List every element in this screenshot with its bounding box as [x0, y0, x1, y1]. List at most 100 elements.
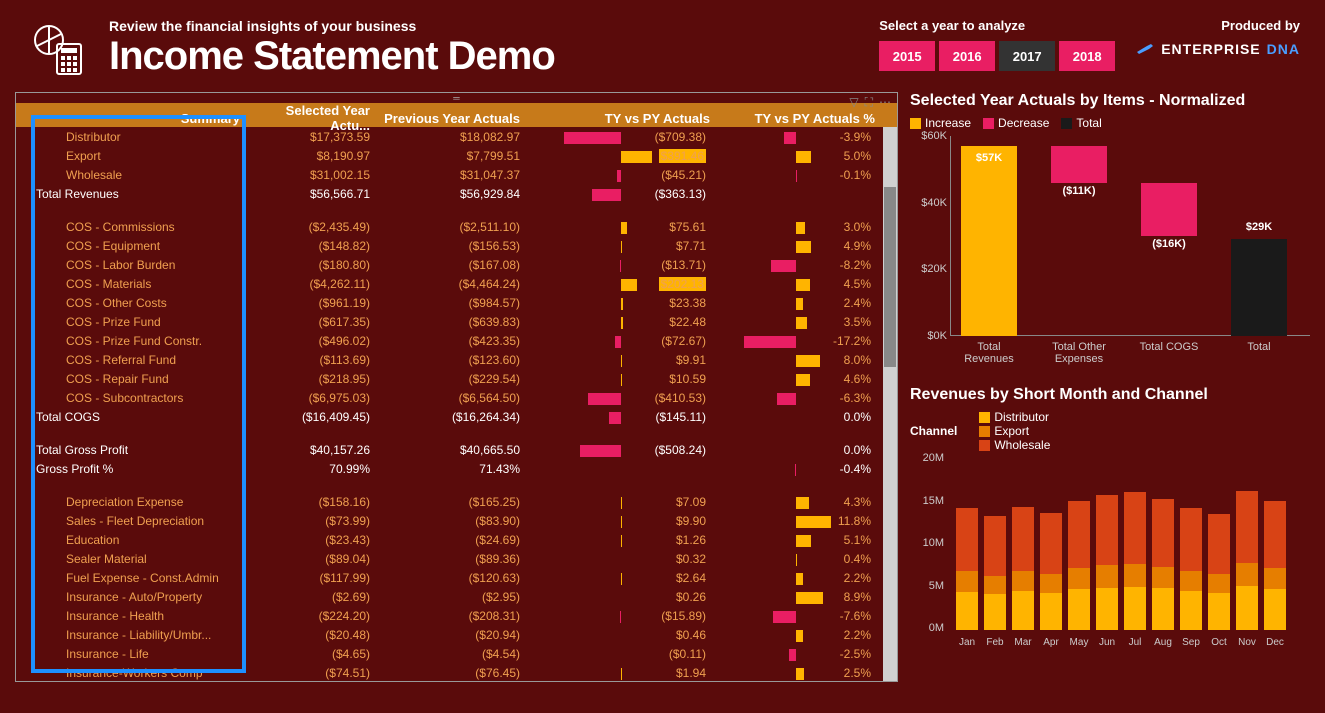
ty-vs-py-value: ($709.38): [526, 130, 716, 144]
ty-vs-py-pct-value: 11.8%: [716, 514, 881, 528]
year-button-2018[interactable]: 2018: [1059, 41, 1115, 71]
stacked-segment: [1180, 591, 1202, 630]
focus-mode-icon[interactable]: ⛶: [865, 95, 873, 110]
table-row[interactable]: COS - Materials($4,262.11)($4,464.24)$20…: [16, 274, 897, 293]
table-row[interactable]: [16, 478, 897, 492]
ty-vs-py-pct-value: 0.0%: [716, 410, 881, 424]
drag-handle[interactable]: ═: [16, 93, 897, 103]
stacked-title: Revenues by Short Month and Channel: [910, 386, 1310, 404]
stacked-segment: [1236, 586, 1258, 630]
stacked-segment: [956, 592, 978, 630]
waterfall-y-label: $40K: [911, 197, 947, 209]
year-button-2015[interactable]: 2015: [879, 41, 935, 71]
stacked-bar[interactable]: [1068, 501, 1090, 630]
year-button-2016[interactable]: 2016: [939, 41, 995, 71]
table-row[interactable]: COS - Equipment($148.82)($156.53)$7.714.…: [16, 236, 897, 255]
table-row[interactable]: Gross Profit %70.99%71.43%-0.4%: [16, 459, 897, 478]
waterfall-bar[interactable]: [961, 146, 1017, 336]
previous-year-value: $31,047.37: [376, 168, 526, 182]
waterfall-panel[interactable]: Selected Year Actuals by Items - Normali…: [910, 92, 1310, 376]
table-row[interactable]: Distributor$17,373.59$18,082.97($709.38)…: [16, 127, 897, 146]
stacked-bar[interactable]: [1264, 501, 1286, 630]
stacked-bar[interactable]: [1012, 507, 1034, 630]
waterfall-bar[interactable]: [1051, 146, 1107, 183]
table-row[interactable]: COS - Prize Fund Constr.($496.02)($423.3…: [16, 331, 897, 350]
ty-vs-py-value: ($0.11): [526, 647, 716, 661]
previous-year-value: ($208.31): [376, 609, 526, 623]
income-statement-table[interactable]: ═ ▽ ⛶ ⋯ Summary Selected Year Actu... Pr…: [15, 92, 898, 682]
table-header-ty-vs-py[interactable]: TY vs PY Actuals: [526, 111, 716, 126]
ty-vs-py-value: $10.59: [526, 372, 716, 386]
ty-vs-py-pct-value: 3.5%: [716, 315, 881, 329]
stacked-segment: [1152, 499, 1174, 567]
ty-vs-py-value: $75.61: [526, 220, 716, 234]
legend-label: Wholesale: [994, 438, 1050, 452]
table-row[interactable]: Insurance - Health($224.20)($208.31)($15…: [16, 606, 897, 625]
table-row[interactable]: Depreciation Expense($158.16)($165.25)$7…: [16, 492, 897, 511]
scrollbar-thumb[interactable]: [884, 187, 896, 367]
waterfall-x-label: Total COGS: [1133, 341, 1205, 353]
table-header: Summary Selected Year Actu... Previous Y…: [16, 103, 897, 127]
table-header-summary[interactable]: Summary: [16, 111, 246, 126]
table-row[interactable]: Fuel Expense - Const.Admin($117.99)($120…: [16, 568, 897, 587]
previous-year-value: ($89.36): [376, 552, 526, 566]
row-label: Gross Profit %: [16, 462, 246, 476]
table-row[interactable]: Education($23.43)($24.69)$1.265.1%: [16, 530, 897, 549]
stacked-bar[interactable]: [1096, 495, 1118, 630]
table-row[interactable]: Total COGS($16,409.45)($16,264.34)($145.…: [16, 407, 897, 426]
stacked-bar[interactable]: [1040, 513, 1062, 630]
stacked-bar[interactable]: [1180, 508, 1202, 630]
table-header-previous-year[interactable]: Previous Year Actuals: [376, 111, 526, 126]
table-body[interactable]: Distributor$17,373.59$18,082.97($709.38)…: [16, 127, 897, 682]
table-header-ty-vs-py-pct[interactable]: TY vs PY Actuals %: [716, 111, 881, 126]
row-label: COS - Other Costs: [16, 296, 246, 310]
stacked-bar[interactable]: [1152, 499, 1174, 630]
ty-vs-py-pct-value: -17.2%: [716, 334, 881, 348]
year-button-2017[interactable]: 2017: [999, 41, 1055, 71]
table-row[interactable]: Insurance-Workers Comp($74.51)($76.45)$1…: [16, 663, 897, 682]
selected-year-value: ($6,975.03): [246, 391, 376, 405]
table-row[interactable]: Sales - Fleet Depreciation($73.99)($83.9…: [16, 511, 897, 530]
more-options-icon[interactable]: ⋯: [879, 95, 891, 110]
produced-by-label: Produced by: [1135, 18, 1300, 33]
table-row[interactable]: COS - Commissions($2,435.49)($2,511.10)$…: [16, 217, 897, 236]
legend-label: Distributor: [994, 410, 1049, 424]
table-row[interactable]: COS - Subcontractors($6,975.03)($6,564.5…: [16, 388, 897, 407]
table-row[interactable]: Insurance - Auto/Property($2.69)($2.95)$…: [16, 587, 897, 606]
table-row[interactable]: Sealer Material($89.04)($89.36)$0.320.4%: [16, 549, 897, 568]
stacked-y-label: 20M: [912, 452, 944, 464]
table-row[interactable]: COS - Other Costs($961.19)($984.57)$23.3…: [16, 293, 897, 312]
table-row[interactable]: COS - Labor Burden($180.80)($167.08)($13…: [16, 255, 897, 274]
waterfall-bar[interactable]: [1141, 183, 1197, 236]
table-row[interactable]: COS - Prize Fund($617.35)($639.83)$22.48…: [16, 312, 897, 331]
table-row[interactable]: Wholesale$31,002.15$31,047.37($45.21)-0.…: [16, 165, 897, 184]
stacked-x-label: Apr: [1038, 637, 1064, 648]
table-row[interactable]: [16, 426, 897, 440]
stacked-bar[interactable]: [956, 508, 978, 630]
table-row[interactable]: [16, 203, 897, 217]
previous-year-value: ($123.60): [376, 353, 526, 367]
table-row[interactable]: COS - Referral Fund($113.69)($123.60)$9.…: [16, 350, 897, 369]
table-row[interactable]: Total Revenues$56,566.71$56,929.84($363.…: [16, 184, 897, 203]
scrollbar-track[interactable]: [883, 127, 897, 682]
previous-year-value: ($156.53): [376, 239, 526, 253]
ty-vs-py-value: $9.91: [526, 353, 716, 367]
stacked-bar[interactable]: [1124, 492, 1146, 630]
selected-year-value: 70.99%: [246, 462, 376, 476]
filter-icon[interactable]: ▽: [849, 95, 858, 110]
stacked-bar[interactable]: [1208, 514, 1230, 630]
table-row[interactable]: Export$8,190.97$7,799.51$391.465.0%: [16, 146, 897, 165]
ty-vs-py-value: $0.32: [526, 552, 716, 566]
stacked-panel[interactable]: Revenues by Short Month and Channel Chan…: [910, 386, 1310, 648]
stacked-bar[interactable]: [1236, 491, 1258, 630]
table-row[interactable]: COS - Repair Fund($218.95)($229.54)$10.5…: [16, 369, 897, 388]
table-row[interactable]: Total Gross Profit$40,157.26$40,665.50($…: [16, 440, 897, 459]
row-label: Total Revenues: [16, 187, 246, 201]
ty-vs-py-pct-value: 8.9%: [716, 590, 881, 604]
table-row[interactable]: Insurance - Life($4.65)($4.54)($0.11)-2.…: [16, 644, 897, 663]
table-row[interactable]: Insurance - Liability/Umbr...($20.48)($2…: [16, 625, 897, 644]
waterfall-bar[interactable]: [1231, 239, 1287, 336]
stacked-bar[interactable]: [984, 516, 1006, 630]
ty-vs-py-pct-value: -2.5%: [716, 647, 881, 661]
waterfall-y-label: $0K: [911, 330, 947, 342]
